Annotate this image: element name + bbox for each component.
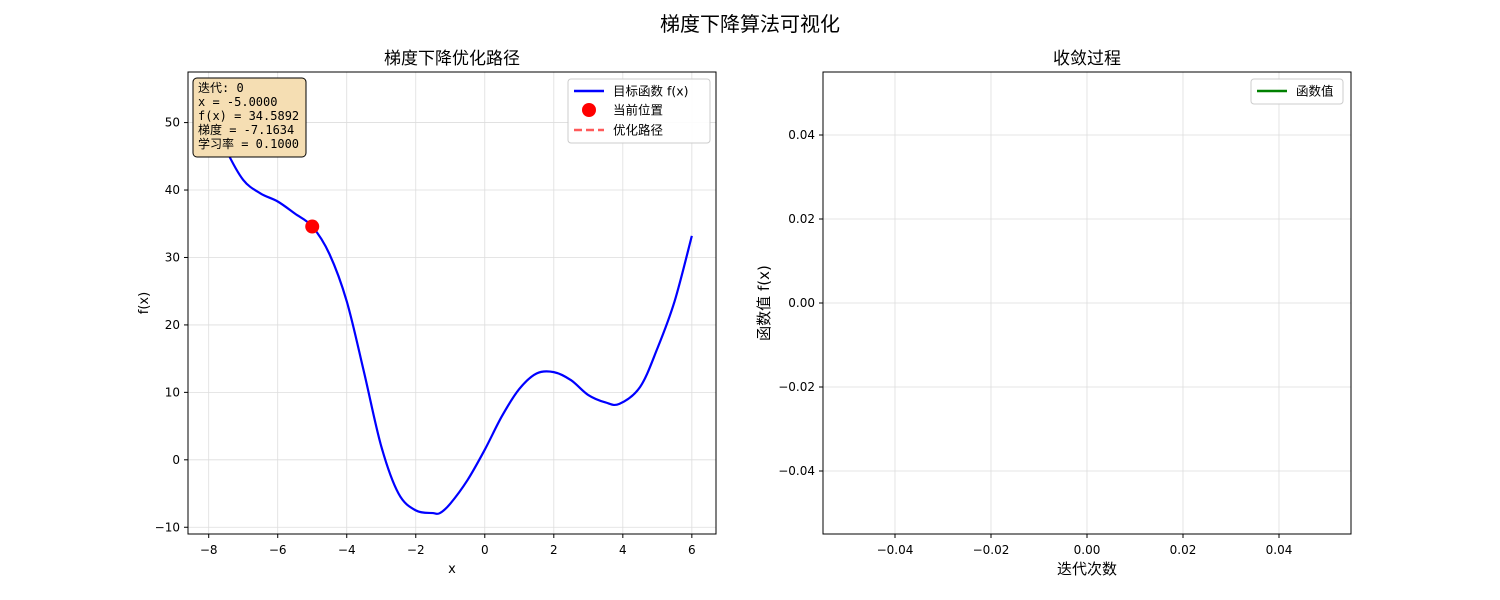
panel-gradient-descent-path: 梯度下降优化路径 −8 −6 −4 −2 0 2 4 6 −10 0 10 20 30 40 50 x f(… [137, 49, 717, 577]
info-x: x = -5.0000 [198, 95, 277, 109]
grid-lines [188, 72, 716, 534]
y-tick-label: −0.04 [778, 464, 815, 478]
info-learning-rate: 学习率 = 0.1000 [198, 136, 299, 151]
y-tick-label: 0.04 [788, 128, 815, 142]
y-tick-label: 30 [165, 250, 180, 264]
info-gradient: 梯度 = -7.1634 [198, 122, 294, 137]
objective-function-curve [207, 108, 693, 515]
x-tick-label: −0.04 [877, 543, 914, 557]
x-tick-label: 0.04 [1266, 543, 1293, 557]
chart-title: 梯度下降优化路径 [384, 49, 520, 69]
y-axis-label: f(x) [137, 292, 152, 314]
axes-frame [187, 71, 717, 535]
legend-label-function-value: 函数值 [1296, 84, 1334, 99]
legend: 函数值 [1250, 78, 1344, 105]
figure-title: 梯度下降算法可视化 [660, 12, 840, 36]
legend: 目标函数 f(x) 当前位置 优化路径 [567, 78, 711, 144]
axis-ticks: −0.04 −0.02 0.00 0.02 0.04 −0.04 −0.02 0.00 0.02… [778, 128, 1292, 557]
legend-label-path: 优化路径 [613, 123, 663, 138]
x-axis-label: x [448, 562, 456, 577]
x-axis-label: 迭代次数 [1057, 560, 1117, 578]
current-position-point [305, 219, 320, 234]
legend-label-objective: 目标函数 f(x) [613, 84, 689, 99]
x-tick-label: −4 [338, 543, 356, 557]
x-tick-label: −6 [269, 543, 287, 557]
y-tick-label: 50 [165, 116, 180, 130]
info-box-background [192, 77, 307, 158]
plot-area [207, 108, 693, 515]
y-tick-label: 0.00 [788, 296, 815, 310]
info-iteration: 迭代: 0 [198, 81, 244, 95]
legend-frame [1250, 78, 1344, 105]
y-tick-label: −0.02 [778, 380, 815, 394]
info-box: 迭代: 0 x = -5.0000 f(x) = 34.5892 梯度 = -7… [192, 77, 307, 158]
legend-frame [567, 78, 711, 144]
y-tick-label: 20 [165, 318, 180, 332]
x-tick-label: 6 [688, 543, 696, 557]
panel-convergence: 收敛过程 −0.04 −0.02 0.00 0.02 0.04 −0.04 −0.02 0.0… [755, 49, 1352, 578]
y-tick-label: 10 [165, 385, 180, 399]
legend-label-current: 当前位置 [613, 103, 663, 118]
y-tick-label: 0 [172, 453, 180, 467]
legend-swatch-current [582, 103, 596, 117]
x-tick-label: 0.02 [1170, 543, 1197, 557]
x-tick-label: 4 [619, 543, 627, 557]
grid-lines [823, 72, 1351, 534]
info-fx: f(x) = 34.5892 [198, 109, 299, 123]
x-tick-label: 0 [481, 543, 489, 557]
x-tick-label: 0.00 [1074, 543, 1101, 557]
x-tick-label: −8 [200, 543, 218, 557]
chart-title: 收敛过程 [1053, 49, 1121, 69]
y-tick-label: −10 [155, 520, 180, 534]
x-tick-label: 2 [550, 543, 558, 557]
y-tick-label: 0.02 [788, 212, 815, 226]
y-axis-label: 函数值 f(x) [755, 265, 773, 341]
x-tick-label: −0.02 [973, 543, 1010, 557]
x-tick-label: −2 [407, 543, 425, 557]
y-tick-label: 40 [165, 183, 180, 197]
axis-ticks: −8 −6 −4 −2 0 2 4 6 −10 0 10 20 30 40 50 [155, 116, 696, 557]
